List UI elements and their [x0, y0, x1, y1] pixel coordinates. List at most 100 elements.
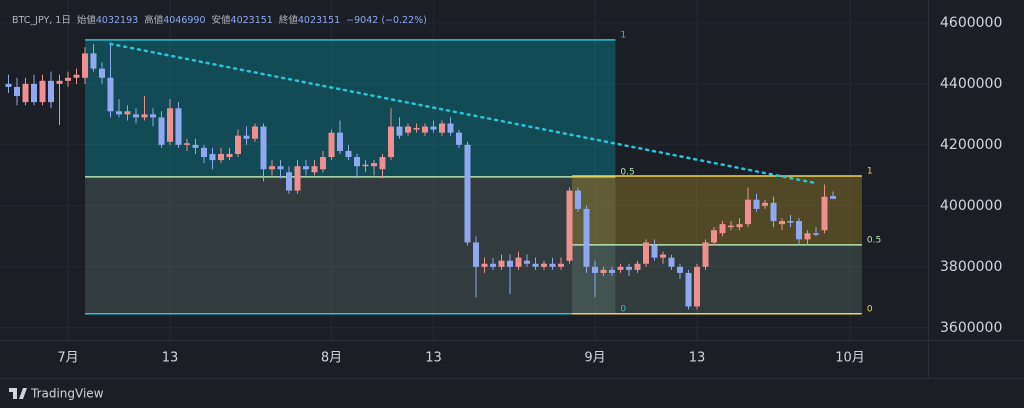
x-tick-label: 8月: [321, 351, 342, 366]
candle-body: [107, 77, 114, 112]
candle-body: [269, 166, 275, 170]
candle-body: [56, 80, 63, 84]
candle-body: [762, 202, 768, 206]
ohlc-value: 4023151: [298, 15, 340, 26]
candle-body: [583, 208, 590, 267]
fib-retracement: 10.50: [572, 166, 881, 315]
candle-body: [354, 157, 360, 167]
candle-body: [90, 53, 97, 69]
candle-body: [549, 263, 556, 267]
candle-body: [379, 157, 386, 170]
y-tick-label: 4200000: [940, 137, 1002, 153]
candle-body: [753, 199, 760, 209]
candle-body: [226, 153, 233, 158]
candle-body: [447, 123, 454, 133]
candle-body: [770, 202, 777, 222]
candle-body: [745, 199, 751, 225]
candle-body: [320, 157, 326, 170]
candle-body: [328, 132, 335, 158]
candle-body: [626, 266, 632, 270]
candle-body: [566, 190, 573, 261]
candle-body: [634, 263, 641, 270]
ohlc-legend: BTC_JPY, 1日 始値4032193 高値4046990 安値4023151 終値…: [12, 14, 427, 26]
y-tick-label: 4000000: [940, 198, 1002, 214]
candle-body: [575, 190, 581, 209]
fib-retracement: 10.50: [85, 30, 635, 315]
x-tick-label: 7月: [57, 351, 78, 366]
candle-body: [524, 260, 530, 264]
fib-level-label: 0: [867, 304, 873, 314]
ohlc-label: 高値: [144, 14, 164, 26]
candle-body: [73, 74, 80, 78]
y-tick-label: 4400000: [940, 76, 1002, 92]
candle-body: [456, 132, 462, 145]
candle-body: [235, 135, 241, 154]
candle-body: [362, 164, 369, 167]
x-tick-label: 13: [689, 351, 706, 366]
candle-body: [779, 221, 785, 225]
candle-body: [694, 266, 700, 307]
candle-body: [141, 114, 148, 118]
candle-body: [14, 86, 20, 97]
candle-body: [719, 224, 726, 234]
x-tick-label: 9月: [584, 351, 605, 366]
candle-body: [490, 263, 496, 267]
candle-body: [345, 150, 352, 158]
candle-body: [252, 126, 258, 139]
candle-body: [558, 263, 564, 267]
candle-body: [294, 166, 301, 191]
candle-body: [498, 260, 505, 267]
candle-body: [82, 53, 88, 78]
candle-body: [711, 230, 717, 243]
candle-body: [609, 269, 615, 273]
candle-body: [337, 132, 343, 151]
candle-body: [736, 224, 743, 228]
candle-body: [167, 108, 173, 142]
candle-body: [243, 135, 250, 139]
candle-body: [175, 108, 182, 145]
candle-body: [413, 128, 420, 130]
candle-body: [133, 114, 139, 118]
x-tick-label: 13: [162, 351, 179, 366]
ohlc-label: 安値: [212, 14, 232, 26]
tradingview-logo: TradingView: [9, 387, 104, 401]
candle-body: [184, 143, 190, 145]
candle-body: [388, 126, 394, 158]
candle-body: [464, 144, 471, 243]
candle-body: [124, 111, 131, 115]
candle-body: [660, 254, 666, 258]
candle-body: [668, 257, 675, 267]
candle-body: [685, 272, 692, 307]
candle-body: [158, 117, 165, 145]
candle-body: [371, 163, 377, 167]
candle-body: [31, 83, 37, 103]
plot-area: 10.5010.50: [0, 0, 928, 340]
fib-zone: [572, 244, 862, 314]
candle-body: [22, 83, 29, 103]
candle-body: [405, 126, 411, 133]
change: −9042 (−0.22%): [346, 15, 427, 26]
candle-body: [209, 153, 216, 161]
candle-body: [201, 147, 207, 158]
fib-level-label: 0.5: [867, 235, 881, 245]
ohlc-label: 終値: [279, 14, 299, 26]
ohlc-value: 4046990: [163, 15, 205, 26]
candle-body: [39, 80, 46, 103]
candle-body: [532, 263, 539, 267]
trend-line: [109, 42, 817, 185]
candle-body: [396, 126, 403, 136]
candle-body: [218, 153, 224, 161]
candle-body: [473, 242, 479, 267]
candle-body: [677, 266, 683, 273]
candle-body: [303, 166, 309, 170]
candle-body: [592, 266, 598, 273]
fib-level-label: 1: [867, 166, 873, 176]
candle-body: [65, 77, 71, 81]
candle-body: [821, 196, 828, 231]
candle-body: [422, 126, 428, 133]
candle-body: [796, 221, 802, 240]
y-tick-label: 3800000: [940, 259, 1002, 275]
candle-body: [507, 260, 513, 267]
candle-body: [150, 114, 156, 118]
